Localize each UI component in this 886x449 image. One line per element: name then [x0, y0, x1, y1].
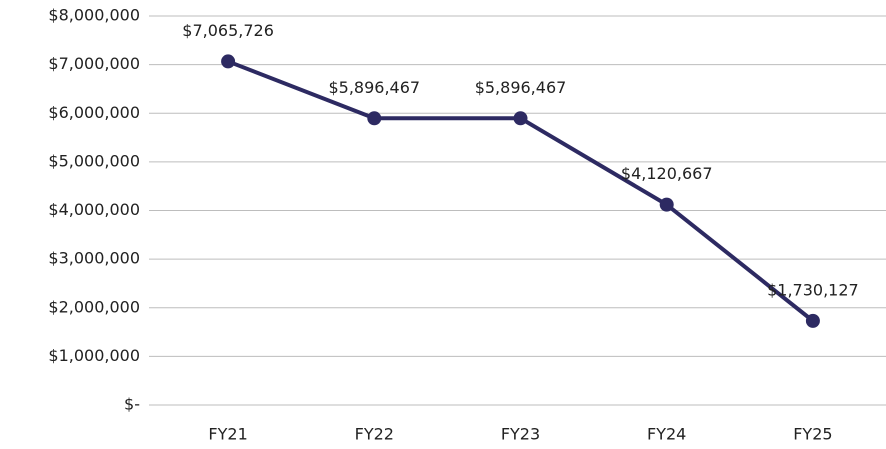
y-tick-label: $1,000,000 — [48, 346, 140, 365]
x-tick-label: FY25 — [793, 425, 832, 444]
point — [805, 313, 820, 328]
data-label: $5,896,467 — [328, 78, 420, 97]
line — [227, 59, 815, 323]
data-label: $7,065,726 — [182, 21, 274, 40]
point — [659, 197, 674, 212]
data-label: $1,730,127 — [767, 280, 859, 299]
point — [221, 54, 236, 69]
data-label: $4,120,667 — [621, 164, 713, 183]
y-tick-label: $- — [124, 395, 140, 414]
point — [513, 111, 528, 126]
x-tick-label: FY22 — [355, 425, 394, 444]
y-tick-label: $8,000,000 — [48, 6, 140, 25]
point — [367, 111, 382, 126]
x-tick-label: FY21 — [208, 425, 247, 444]
y-tick-label: $5,000,000 — [48, 151, 140, 170]
x-tick-label: FY23 — [501, 425, 540, 444]
y-tick-label: $4,000,000 — [48, 200, 140, 219]
y-tick-label: $2,000,000 — [48, 297, 140, 316]
data-label: $5,896,467 — [475, 78, 567, 97]
x-tick-label: FY24 — [647, 425, 686, 444]
y-tick-label: $3,000,000 — [48, 249, 140, 268]
y-tick-label: $6,000,000 — [48, 103, 140, 122]
y-tick-label: $7,000,000 — [48, 54, 140, 73]
